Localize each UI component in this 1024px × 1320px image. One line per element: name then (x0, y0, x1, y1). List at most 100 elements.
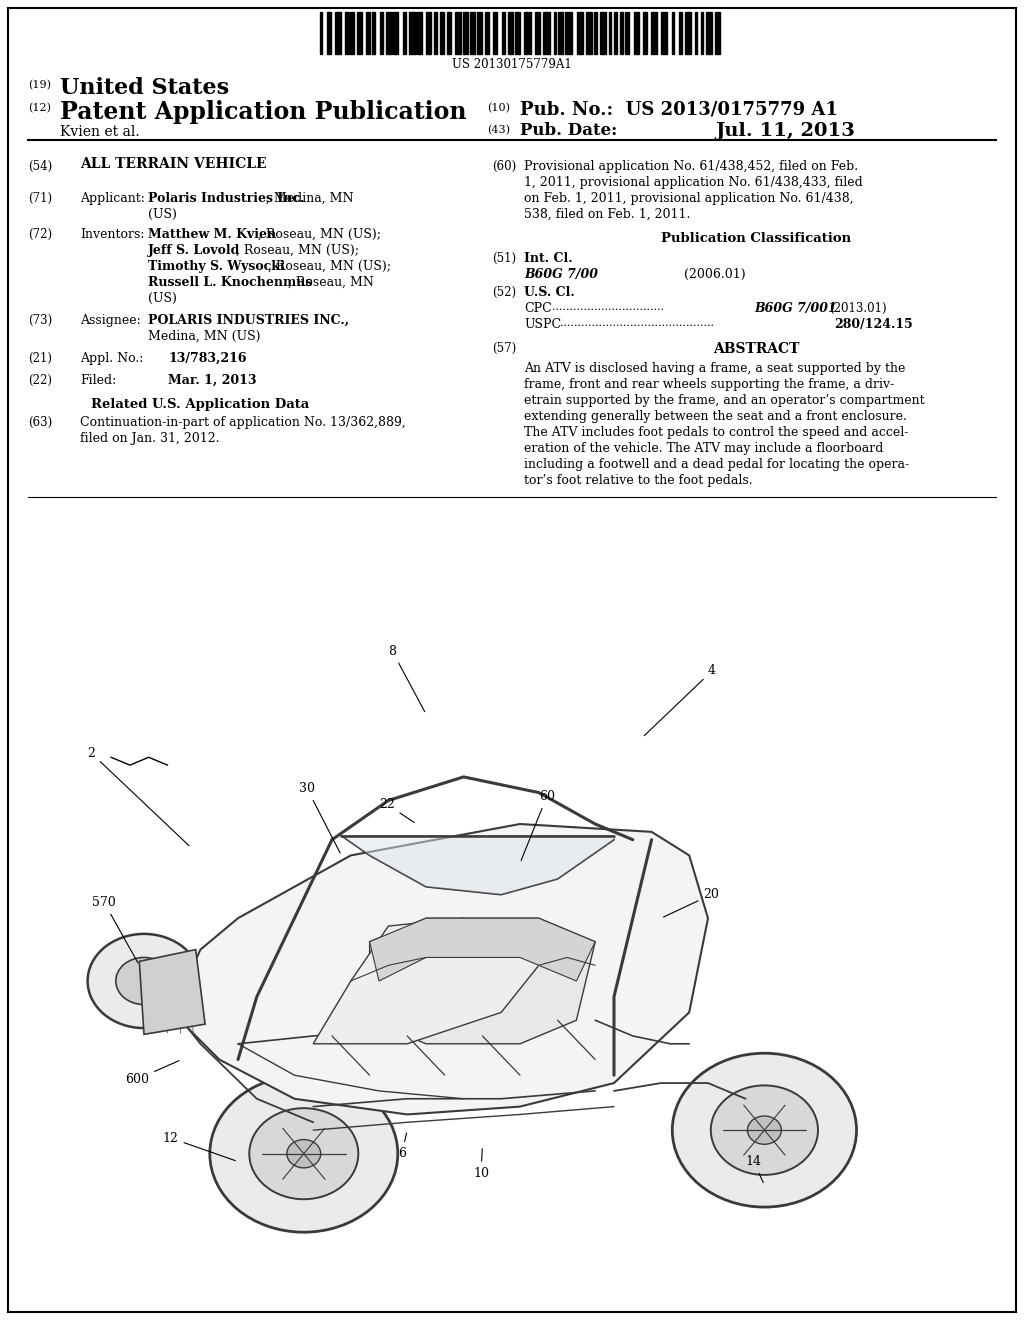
Bar (434, 12, 437, 54)
Text: US 20130175779A1: US 20130175779A1 (453, 58, 571, 71)
Text: (12): (12) (28, 103, 51, 114)
Text: Jul. 11, 2013: Jul. 11, 2013 (715, 121, 855, 140)
Ellipse shape (673, 1053, 856, 1206)
Text: Applicant:: Applicant: (80, 191, 144, 205)
Text: , Roseau, MN: , Roseau, MN (288, 276, 374, 289)
Bar (380, 12, 383, 54)
Ellipse shape (210, 1076, 397, 1232)
Ellipse shape (249, 1109, 358, 1200)
Bar (403, 12, 407, 54)
Text: (US): (US) (148, 292, 177, 305)
Text: (52): (52) (492, 286, 516, 300)
Bar (385, 12, 392, 54)
Text: United States: United States (60, 77, 229, 99)
Text: (60): (60) (492, 160, 516, 173)
Bar (477, 12, 482, 54)
Ellipse shape (287, 1139, 321, 1168)
Bar (672, 12, 674, 54)
Text: filed on Jan. 31, 2012.: filed on Jan. 31, 2012. (80, 432, 219, 445)
Text: Kvien et al.: Kvien et al. (60, 125, 139, 139)
Text: (22): (22) (28, 374, 52, 387)
Text: USPC: USPC (524, 318, 561, 331)
Text: Timothy S. Wysocki: Timothy S. Wysocki (148, 260, 285, 273)
Text: (2013.01): (2013.01) (829, 302, 887, 315)
Bar (662, 12, 667, 54)
Bar (679, 12, 682, 54)
Polygon shape (341, 836, 614, 895)
Text: 12: 12 (163, 1131, 236, 1160)
Text: on Feb. 1, 2011, provisional application No. 61/438,: on Feb. 1, 2011, provisional application… (524, 191, 854, 205)
Text: eration of the vehicle. The ATV may include a floorboard: eration of the vehicle. The ATV may incl… (524, 442, 884, 455)
Text: 22: 22 (379, 797, 415, 822)
Text: Mar. 1, 2013: Mar. 1, 2013 (168, 374, 256, 387)
Bar (493, 12, 497, 54)
Bar (456, 12, 461, 54)
Text: 570: 570 (92, 896, 138, 962)
Text: Appl. No.:: Appl. No.: (80, 352, 143, 366)
Bar (586, 12, 592, 54)
Ellipse shape (88, 935, 201, 1028)
Bar (484, 12, 489, 54)
Bar (609, 12, 611, 54)
Text: U.S. Cl.: U.S. Cl. (524, 286, 574, 300)
Text: including a footwell and a dead pedal for locating the opera-: including a footwell and a dead pedal fo… (524, 458, 909, 471)
Bar (502, 12, 505, 54)
Text: 13/783,216: 13/783,216 (168, 352, 247, 366)
Text: 30: 30 (299, 783, 340, 853)
Text: 20: 20 (664, 888, 719, 917)
Text: , Roseau, MN (US);: , Roseau, MN (US); (236, 244, 359, 257)
Text: Jeff S. Lovold: Jeff S. Lovold (148, 244, 241, 257)
Ellipse shape (711, 1085, 818, 1175)
Text: CPC: CPC (524, 302, 552, 315)
Bar (367, 12, 371, 54)
Text: (72): (72) (28, 228, 52, 242)
Bar (523, 12, 527, 54)
Bar (440, 12, 444, 54)
Text: 60: 60 (521, 791, 555, 861)
Text: 538, filed on Feb. 1, 2011.: 538, filed on Feb. 1, 2011. (524, 209, 690, 220)
Text: (19): (19) (28, 81, 51, 90)
Text: (73): (73) (28, 314, 52, 327)
Bar (706, 12, 712, 54)
Text: Matthew M. Kvien: Matthew M. Kvien (148, 228, 276, 242)
Text: Int. Cl.: Int. Cl. (524, 252, 572, 265)
Bar (345, 12, 349, 54)
Text: (51): (51) (492, 252, 516, 265)
Text: Assignee:: Assignee: (80, 314, 140, 327)
Bar (535, 12, 540, 54)
Bar (594, 12, 597, 54)
Text: , Roseau, MN (US);: , Roseau, MN (US); (258, 228, 381, 242)
Text: 1, 2011, provisional application No. 61/438,433, filed: 1, 2011, provisional application No. 61/… (524, 176, 863, 189)
Text: Pub. No.:  US 2013/0175779 A1: Pub. No.: US 2013/0175779 A1 (520, 100, 838, 117)
Text: Related U.S. Application Data: Related U.S. Application Data (91, 399, 309, 411)
Bar (600, 12, 606, 54)
Text: 4: 4 (644, 664, 716, 735)
Text: Patent Application Publication: Patent Application Publication (60, 100, 467, 124)
Bar (528, 12, 531, 54)
Bar (577, 12, 583, 54)
Text: B60G 7/001: B60G 7/001 (754, 302, 837, 315)
Text: extending generally between the seat and a front enclosure.: extending generally between the seat and… (524, 411, 907, 422)
Text: 10: 10 (473, 1148, 489, 1180)
Text: , Medina, MN: , Medina, MN (266, 191, 353, 205)
Polygon shape (370, 919, 595, 981)
Bar (372, 12, 375, 54)
Text: The ATV includes foot pedals to control the speed and accel-: The ATV includes foot pedals to control … (524, 426, 908, 440)
Bar (447, 12, 451, 54)
Text: 280/124.15: 280/124.15 (834, 318, 912, 331)
Text: Pub. Date:: Pub. Date: (520, 121, 617, 139)
Bar (685, 12, 691, 54)
Text: 14: 14 (745, 1155, 763, 1183)
Text: Polaris Industries Inc.: Polaris Industries Inc. (148, 191, 304, 205)
Text: B60G 7/00: B60G 7/00 (524, 268, 598, 281)
Bar (643, 12, 647, 54)
Bar (327, 12, 331, 54)
Text: (21): (21) (28, 352, 52, 366)
Text: ALL TERRAIN VEHICLE: ALL TERRAIN VEHICLE (80, 157, 266, 172)
Text: (US): (US) (148, 209, 177, 220)
Text: (2006.01): (2006.01) (684, 268, 745, 281)
Text: etrain supported by the frame, and an operator’s compartment: etrain supported by the frame, and an op… (524, 393, 925, 407)
Text: Inventors:: Inventors: (80, 228, 144, 242)
Text: 8: 8 (388, 644, 425, 711)
Bar (335, 12, 341, 54)
